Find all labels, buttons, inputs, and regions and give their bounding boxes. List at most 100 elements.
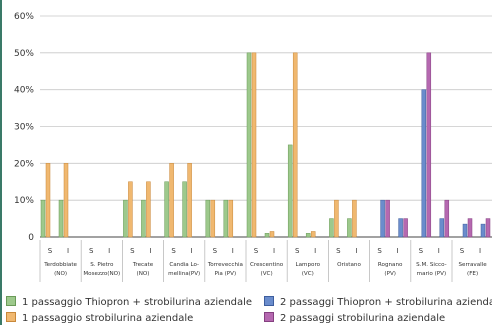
x-sub-label: I — [149, 247, 151, 255]
bar — [480, 223, 486, 238]
bar — [305, 233, 311, 238]
bar — [398, 218, 403, 238]
bar — [385, 199, 390, 238]
x-group-label: Pia (PV) — [215, 271, 237, 277]
x-group-label: Torrevecchia — [207, 262, 243, 268]
bar — [205, 199, 211, 238]
bar — [329, 218, 334, 238]
x-group-label: (FE) — [467, 271, 478, 277]
legend-item-2: 1 passaggio strobilurina aziendale — [6, 312, 193, 324]
bar — [128, 181, 133, 238]
x-sub-label: S — [377, 247, 382, 255]
legend-swatch-2 — [6, 312, 16, 322]
x-sub-label: I — [273, 247, 275, 255]
bar — [210, 199, 216, 238]
bar — [58, 199, 64, 238]
x-group-label: Candia Lo- — [169, 262, 199, 268]
x-sub-label: I — [67, 247, 69, 255]
x-sub-label: I — [479, 247, 481, 255]
x-group-label: S.M. Sicco- — [416, 262, 447, 268]
x-sub-label: I — [108, 247, 110, 255]
bar — [421, 89, 427, 238]
bar — [444, 199, 450, 238]
bar — [467, 218, 473, 238]
bar — [287, 144, 293, 238]
bar — [352, 199, 357, 238]
bar — [45, 163, 51, 238]
legend-swatch-3 — [264, 296, 274, 306]
bar — [403, 218, 408, 238]
bar — [63, 163, 69, 238]
x-group-label: Terdobbiate — [43, 262, 77, 268]
bar — [347, 218, 352, 238]
x-group-label: Oristano — [337, 262, 361, 268]
x-group-label: (VC) — [302, 271, 314, 277]
x-group-label: Crescentino — [250, 262, 284, 268]
left-accent-rule — [0, 0, 2, 325]
bar — [251, 52, 257, 238]
x-group-label: Trecate — [132, 262, 154, 268]
x-sub-label: S — [48, 247, 53, 255]
bar — [141, 199, 146, 238]
x-group-label: (NO) — [137, 271, 150, 277]
legend-item-3: 2 passaggi Thiopron + strobilurina azien… — [264, 296, 492, 308]
y-tick-label: 40% — [14, 86, 34, 96]
y-tick-label: 50% — [14, 49, 34, 59]
x-group-label: mellina(PV) — [168, 271, 200, 277]
x-group-label: Serravalle — [458, 262, 487, 268]
x-sub-label: I — [191, 247, 193, 255]
bar — [264, 233, 270, 238]
bar — [269, 231, 275, 238]
bar — [169, 163, 174, 238]
x-sub-label: S — [213, 247, 218, 255]
x-sub-label: S — [460, 247, 465, 255]
x-sub-label: S — [89, 247, 94, 255]
legend-label-3: 2 passaggi Thiopron + strobilurina azien… — [280, 297, 492, 308]
bar — [439, 218, 445, 238]
legend-label-4: 2 passaggi strobilurina aziendale — [280, 313, 446, 324]
bar — [182, 181, 187, 238]
x-group-label: (PV) — [384, 271, 396, 277]
x-sub-label: I — [438, 247, 440, 255]
bar — [40, 199, 46, 238]
legend-swatch-1 — [6, 296, 16, 306]
x-sub-label: S — [295, 247, 300, 255]
x-group-label: mario (PV) — [417, 271, 447, 277]
bar — [123, 199, 128, 238]
bar — [292, 52, 298, 238]
x-sub-label: S — [419, 247, 424, 255]
bar — [246, 52, 252, 238]
bar — [380, 199, 385, 238]
bar — [462, 223, 468, 238]
bar — [223, 199, 229, 238]
legend-swatch-4 — [264, 312, 274, 322]
bar — [187, 163, 192, 238]
x-group-label: (VC) — [261, 271, 273, 277]
x-sub-label: I — [397, 247, 399, 255]
x-group-label: (NO) — [54, 271, 67, 277]
bar — [334, 199, 339, 238]
y-tick-label: 20% — [14, 159, 34, 169]
x-group-label: S. Pietro — [90, 262, 114, 268]
x-sub-label: S — [254, 247, 259, 255]
x-group-label: Mosezzo(NO) — [83, 271, 120, 277]
bar — [310, 231, 316, 238]
x-sub-label: S — [336, 247, 341, 255]
legend-label-2: 1 passaggio strobilurina aziendale — [22, 313, 194, 324]
y-tick-label: 0 — [28, 233, 34, 243]
bar — [146, 181, 151, 238]
x-sub-label: S — [171, 247, 176, 255]
y-tick-label: 30% — [14, 123, 34, 133]
x-sub-label: I — [232, 247, 234, 255]
x-sub-label: I — [314, 247, 316, 255]
x-sub-label: S — [130, 247, 135, 255]
bar — [426, 52, 432, 238]
legend-item-4: 2 passaggi strobilurina aziendale — [264, 312, 445, 324]
x-sub-label: I — [355, 247, 357, 255]
y-tick-label: 60% — [14, 12, 34, 22]
x-group-label: Rognano — [378, 262, 403, 268]
y-tick-label: 10% — [14, 196, 34, 206]
bar — [164, 181, 169, 238]
